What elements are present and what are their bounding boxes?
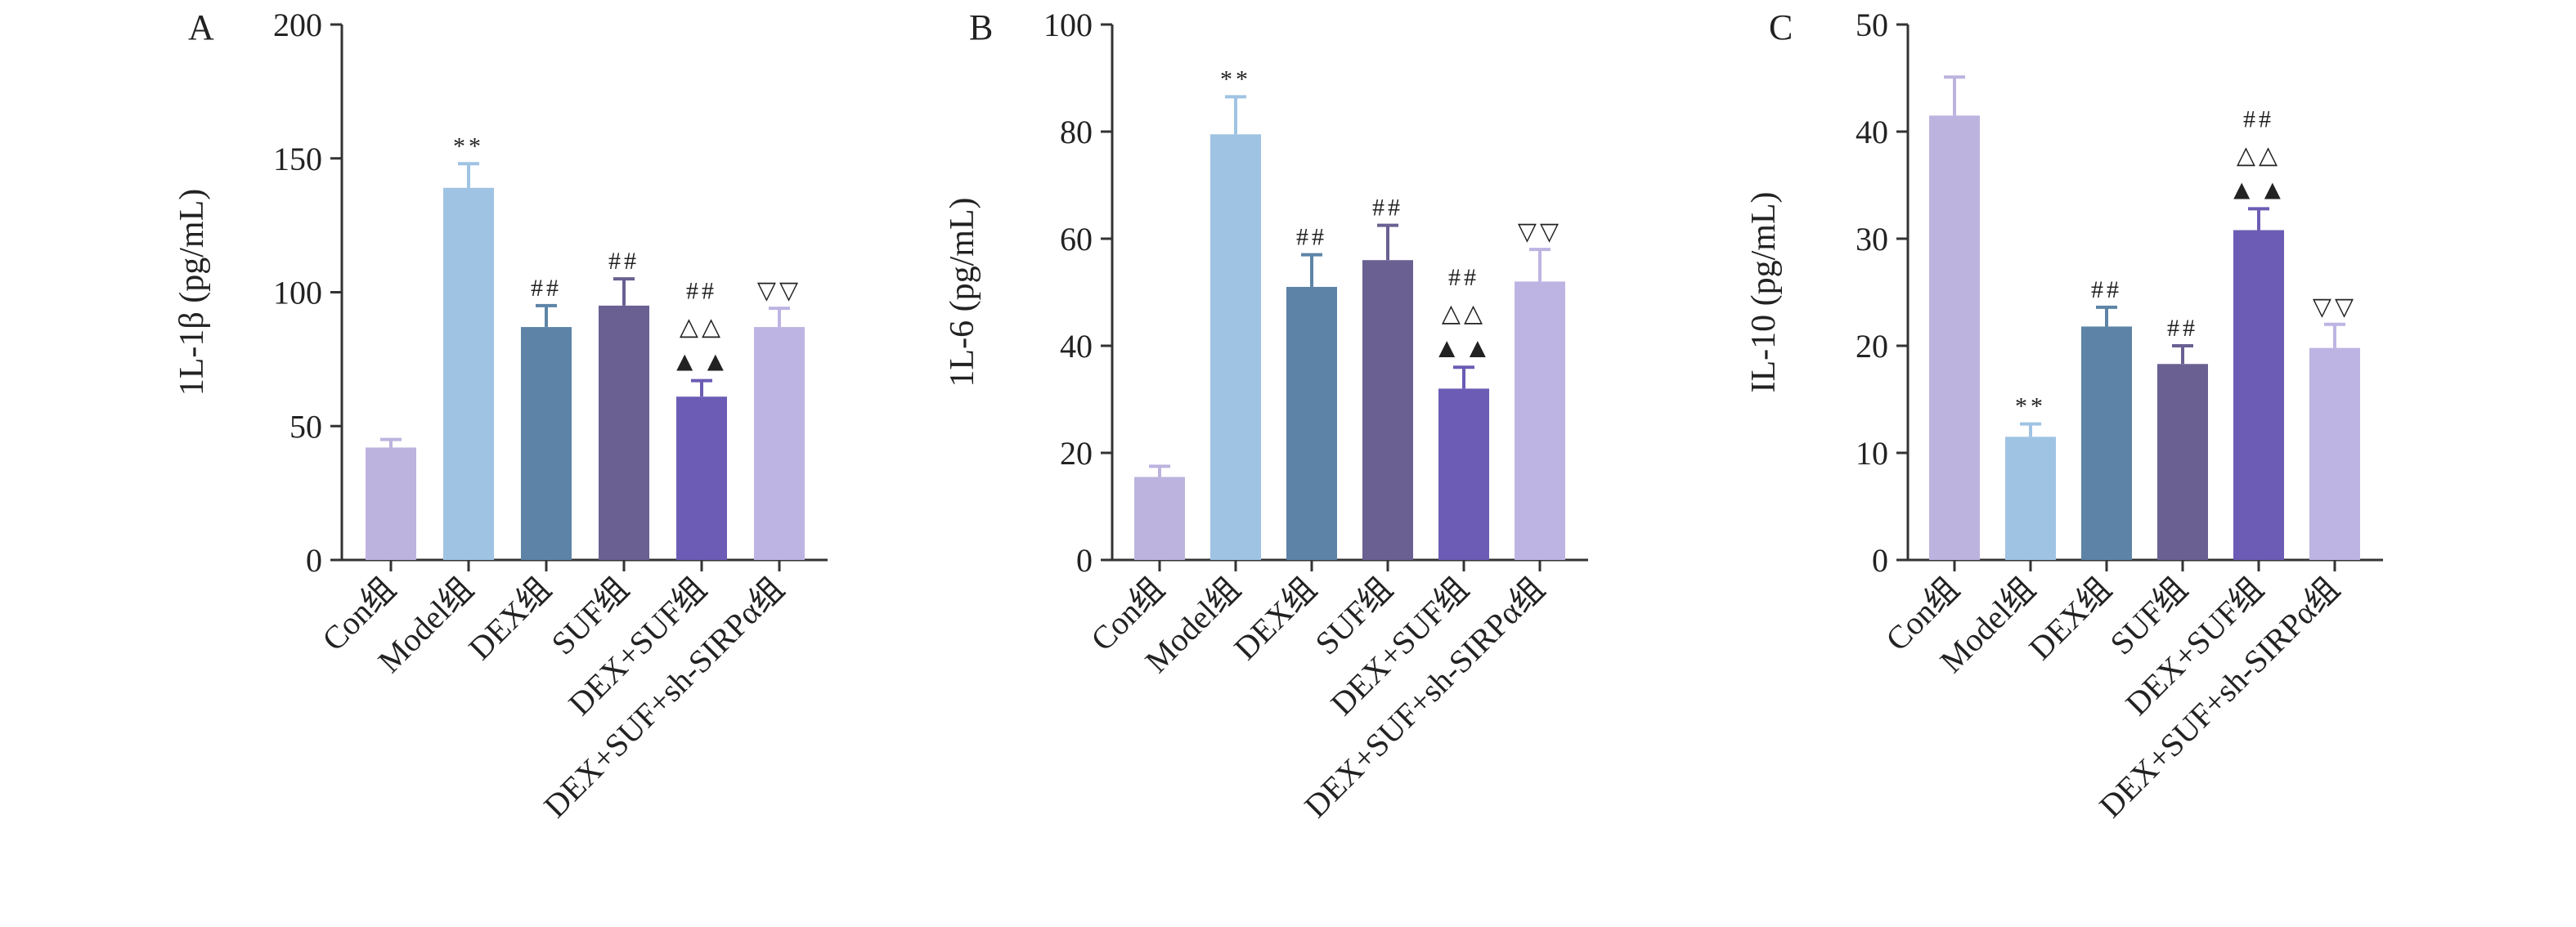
bar <box>1134 477 1185 560</box>
y-tick-label: 40 <box>1856 114 1888 150</box>
bar <box>1929 115 1980 561</box>
y-tick-label: 50 <box>1856 7 1888 43</box>
significance-mark: △△ <box>680 314 724 341</box>
significance-mark: △△ <box>2237 141 2281 168</box>
bar <box>599 305 649 560</box>
significance-mark: ** <box>1220 65 1251 92</box>
y-tick-label: 200 <box>273 7 322 43</box>
y-axis-label: 1L-1β (pg/mL) <box>173 189 211 396</box>
bar <box>521 327 572 560</box>
y-tick-label: 150 <box>273 141 322 177</box>
y-tick-label: 0 <box>306 542 322 579</box>
bar <box>2157 364 2208 560</box>
x-tick-label: DEX组 <box>461 571 558 667</box>
significance-mark: ## <box>1448 264 1479 291</box>
significance-mark: ## <box>2167 315 2198 342</box>
bar <box>754 327 805 560</box>
significance-mark: ## <box>1372 195 1403 222</box>
significance-mark: ** <box>453 132 484 159</box>
significance-mark: ▽▽ <box>2313 293 2357 320</box>
y-tick-label: 30 <box>1856 221 1888 258</box>
significance-mark: ▽▽ <box>757 277 801 304</box>
bar <box>366 447 416 560</box>
bar <box>2081 326 2132 560</box>
y-tick-label: 0 <box>1872 542 1888 579</box>
significance-mark: ## <box>686 278 717 305</box>
bar <box>1515 281 1565 560</box>
bar <box>2005 437 2056 560</box>
bar <box>1210 134 1261 560</box>
significance-mark: ## <box>531 275 562 302</box>
y-tick-label: 20 <box>1060 435 1093 472</box>
significance-mark: ## <box>608 248 640 275</box>
significance-mark: ** <box>2015 393 2046 420</box>
y-tick-label: 50 <box>289 408 322 445</box>
y-tick-label: 0 <box>1076 542 1093 579</box>
y-axis-label: 1L-6 (pg/mL) <box>944 197 981 387</box>
y-tick-label: 20 <box>1856 328 1888 365</box>
y-tick-label: 100 <box>1043 7 1093 43</box>
y-tick-label: 60 <box>1060 221 1093 258</box>
y-tick-label: 40 <box>1060 328 1093 365</box>
y-tick-label: 80 <box>1060 114 1093 150</box>
panel-label: B <box>969 7 993 47</box>
bar <box>1286 286 1337 560</box>
bar <box>2233 230 2284 560</box>
y-tick-label: 10 <box>1856 435 1888 472</box>
bar <box>443 187 494 560</box>
y-axis-label: IL-10 (pg/mL) <box>1745 191 1783 392</box>
bar <box>1438 388 1489 560</box>
bar <box>1362 260 1413 560</box>
panel-label: A <box>188 7 214 47</box>
significance-mark: ▲▲ <box>671 347 732 378</box>
panel-label: C <box>1769 7 1793 47</box>
x-tick-label: DEX组 <box>2022 571 2118 667</box>
significance-mark: ▲▲ <box>1433 334 1494 364</box>
x-tick-label: DEX组 <box>1227 571 1323 667</box>
significance-mark: △△ <box>1442 300 1486 327</box>
significance-mark: ## <box>1296 224 1327 251</box>
bar <box>676 396 727 560</box>
bar <box>2309 347 2360 560</box>
y-tick-label: 100 <box>273 275 322 311</box>
significance-mark: ▽▽ <box>1518 218 1562 245</box>
significance-mark: ## <box>2243 105 2274 132</box>
significance-mark: ▲▲ <box>2228 175 2289 205</box>
significance-mark: ## <box>2091 276 2122 303</box>
